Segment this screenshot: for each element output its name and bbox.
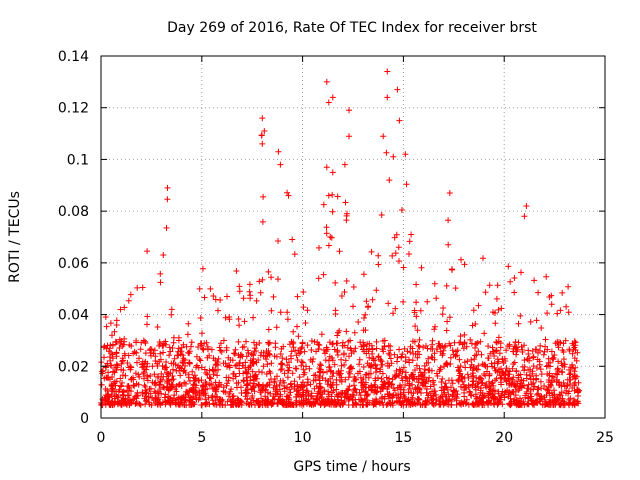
y-tick-label: 0.08 — [58, 204, 89, 220]
x-tick-label: 10 — [294, 430, 312, 446]
y-tick-label: 0 — [80, 411, 89, 427]
y-tick-label: 0.1 — [67, 152, 89, 168]
x-axis-label: GPS time / hours — [293, 459, 410, 475]
y-axis-label: ROTI / TECUs — [7, 191, 23, 283]
y-tick-label: 0.14 — [58, 49, 89, 65]
y-tick-label: 0.04 — [58, 308, 89, 324]
y-tick-labels: 0 0.02 0.04 0.06 0.08 0.1 0.12 0.14 — [58, 49, 89, 427]
x-tick-label: 0 — [97, 430, 106, 446]
y-tick-label: 0.12 — [58, 101, 89, 117]
x-tick-label: 20 — [495, 430, 513, 446]
chart-title: Day 269 of 2016, Rate Of TEC Index for r… — [167, 20, 537, 36]
x-tick-label: 25 — [596, 430, 614, 446]
grid-lines — [101, 56, 605, 418]
roti-markers — [98, 68, 583, 409]
x-tick-labels: 0 5 10 15 20 25 — [97, 430, 614, 446]
axis-ticks — [100, 55, 606, 419]
plot-frame — [100, 55, 606, 419]
x-tick-label: 15 — [394, 430, 412, 446]
y-tick-label: 0.06 — [58, 256, 89, 272]
data-points — [98, 68, 583, 409]
y-tick-label: 0.02 — [58, 359, 89, 375]
x-tick-label: 5 — [197, 430, 206, 446]
